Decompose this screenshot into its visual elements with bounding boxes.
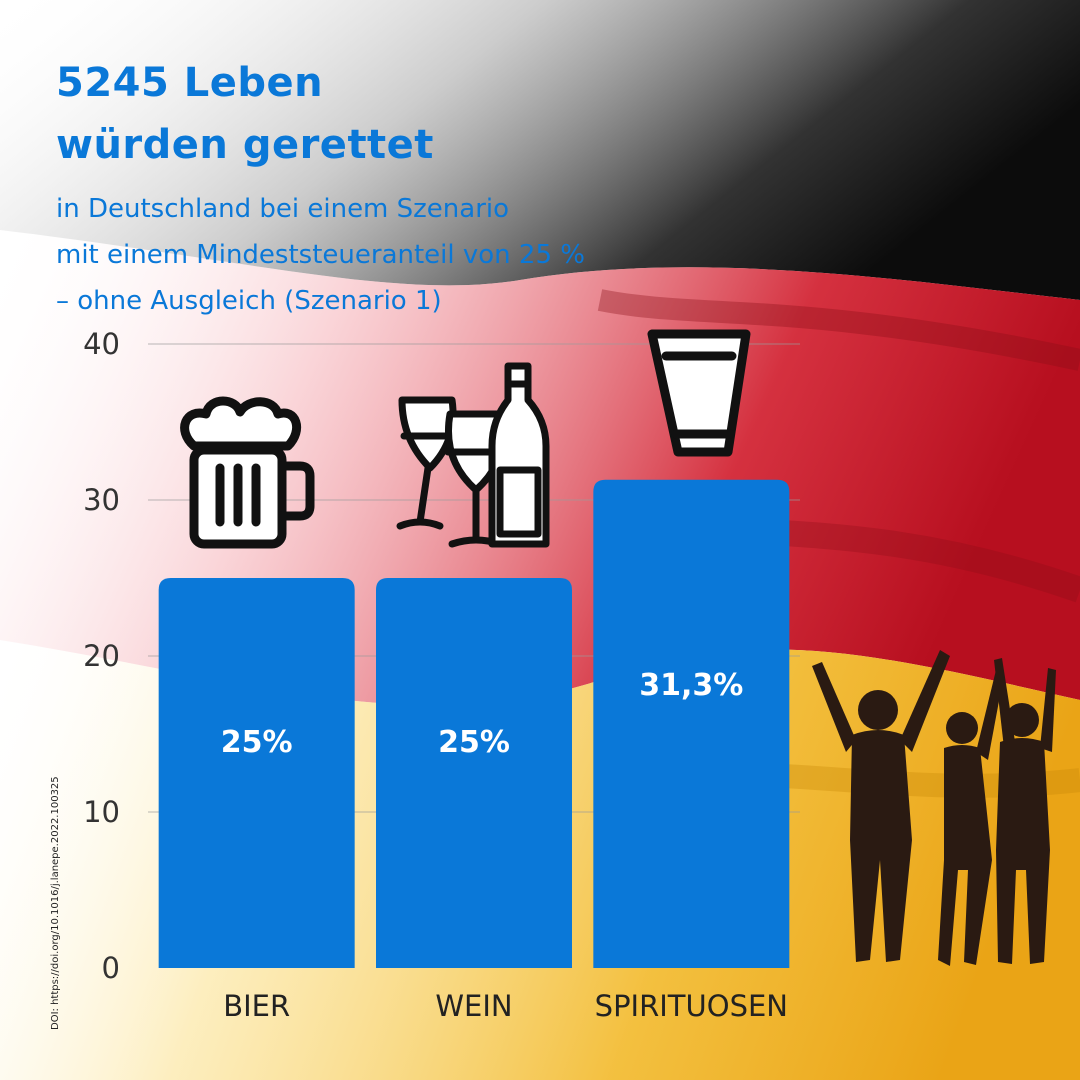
headline: 5245 Leben würden gerettet: [56, 52, 434, 176]
data-label-spirituosen: 31,3%: [639, 668, 743, 703]
doi-citation: DOI: https://doi.org/10.1016/j.lanepe.20…: [50, 776, 61, 1030]
category-label-spirituosen: SPIRITUOSEN: [595, 989, 788, 1023]
wine-glasses-bottle-icon: [396, 362, 550, 548]
subheadline-line-1: in Deutschland bei einem Szenario: [56, 194, 510, 224]
y-tick-label: 20: [83, 639, 120, 673]
celebrating-people-silhouette: [812, 650, 1056, 966]
subheadline: in Deutschland bei einem Szenario mit ei…: [56, 186, 585, 324]
y-tick-label: 30: [83, 483, 120, 517]
subheadline-line-3: – ohne Ausgleich (Szenario 1): [56, 286, 442, 316]
category-label-bier: BIER: [223, 989, 290, 1023]
shot-glass-icon: [647, 329, 751, 457]
headline-line-2: würden gerettet: [56, 122, 434, 168]
category-label-wein: WEIN: [435, 989, 512, 1023]
data-label-wein: 25%: [438, 725, 510, 760]
subheadline-line-2: mit einem Mindeststeueranteil von 25 %: [56, 240, 585, 270]
y-tick-label: 0: [102, 951, 120, 985]
bar-wein: [376, 578, 572, 968]
data-label-bier: 25%: [221, 725, 293, 760]
y-tick-label: 40: [83, 327, 120, 361]
headline-line-1: 5245 Leben: [56, 60, 324, 106]
y-tick-label: 10: [83, 795, 120, 829]
bar-spirituosen: [593, 479, 790, 968]
bar-bier: [158, 578, 355, 968]
beer-mug-icon: [180, 396, 315, 549]
bars-layer: 25% BIER 25% WEIN 31,3% SPIRITUOSEN: [158, 479, 790, 1023]
